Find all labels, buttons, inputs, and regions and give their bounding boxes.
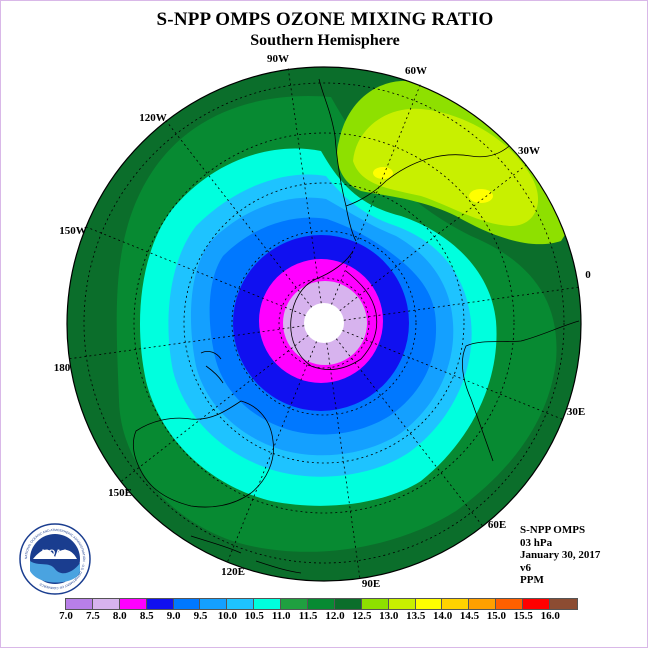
lat-circle-40	[83, 82, 565, 564]
lon-label-60w: 60W	[405, 65, 427, 77]
color-bar-cell	[254, 599, 282, 609]
color-bar-label: 14.0	[432, 610, 453, 622]
color-bar-label: 9.0	[166, 610, 181, 622]
color-bar-cell	[523, 599, 551, 609]
color-bar-cell	[334, 599, 362, 609]
pole-hole	[304, 303, 344, 343]
lat-circle-70	[231, 230, 417, 416]
color-bar-cell	[66, 599, 93, 609]
color-bar-label: 13.0	[379, 610, 399, 622]
info-level: 03 hPa	[520, 536, 553, 549]
australia-coast	[132, 400, 274, 508]
color-bar-label: 7.0	[59, 610, 73, 622]
lon-label-150w: 150W	[59, 225, 87, 237]
color-bar-cell	[469, 599, 497, 609]
color-bar-cell	[281, 599, 309, 609]
map-boundary	[66, 66, 582, 582]
color-bar-label: 9.5	[193, 610, 208, 622]
map-subtitle: Southern Hemisphere	[250, 32, 400, 49]
color-bar-label: 15.0	[486, 610, 507, 622]
info-instrument: S-NPP OMPS	[520, 524, 586, 536]
ozone-field	[67, 67, 581, 581]
color-bar-label: 15.5	[513, 610, 533, 622]
graticule	[69, 68, 579, 578]
lon-label-30w: 30W	[518, 145, 540, 157]
info-date: January 30, 2017	[520, 549, 601, 561]
lon-label-90w: 90W	[267, 53, 289, 65]
lon-label-120w: 120W	[139, 112, 167, 124]
islands-coast	[190, 535, 302, 574]
color-bar-cell	[550, 599, 577, 609]
color-bar-label: 16.0	[540, 610, 560, 622]
color-bar-cell	[200, 599, 228, 609]
color-bar-cell	[415, 599, 443, 609]
color-bar-label: 11.0	[271, 610, 291, 622]
lon-label-180: 180	[53, 362, 71, 374]
info-units: PPM	[520, 574, 544, 586]
antarctica-coast	[290, 250, 378, 370]
new-zealand-coast	[200, 351, 224, 384]
color-bar-cell	[308, 599, 335, 609]
color-bar-label: 12.5	[352, 610, 372, 622]
color-bar-label: 12.0	[325, 610, 345, 622]
color-bar-cell	[119, 599, 147, 609]
lon-label-150e: 150E	[108, 487, 132, 499]
info-block: S-NPP OMPS 03 hPa January 30, 2017 v6 PP…	[520, 524, 600, 587]
lon-label-90e: 90E	[361, 578, 381, 590]
lon-label-120e: 120E	[221, 566, 245, 578]
color-bar-cell	[146, 599, 174, 609]
color-bar-cell	[92, 599, 120, 609]
color-bar-label: 10.0	[217, 610, 238, 622]
lon-label-30e: 30E	[566, 406, 586, 418]
color-bar	[65, 598, 578, 610]
color-bar-cell	[388, 599, 416, 609]
color-bar-label: 8.5	[139, 610, 154, 622]
color-bar-label: 7.5	[86, 610, 100, 622]
info-version: v6	[520, 561, 531, 574]
noaa-logo-text: NOAA	[42, 548, 69, 558]
color-bar-label: 14.5	[459, 610, 480, 622]
lat-circle-80	[278, 277, 370, 369]
color-bar-label: 10.5	[244, 610, 264, 622]
map-title: S-NPP OMPS OZONE MIXING RATIO	[156, 9, 494, 30]
field-13-0-b	[469, 189, 493, 203]
color-bar-cell	[442, 599, 470, 609]
africa-coast	[461, 320, 580, 462]
color-bar-cell	[496, 599, 524, 609]
field-13-0-a	[373, 167, 393, 179]
color-bar-cell	[227, 599, 255, 609]
lat-circle-50	[133, 132, 515, 514]
lon-label-0: 0	[585, 269, 591, 281]
noaa-logo: NOAA NATIONAL OCEANIC AND ATMOSPHERIC AD…	[19, 523, 91, 595]
color-bar-label: 13.5	[406, 610, 426, 622]
lon-label-60e: 60E	[487, 519, 507, 531]
color-bar-label: 11.5	[298, 610, 318, 622]
lat-circle-60	[183, 182, 465, 464]
color-bar-label: 8.0	[112, 610, 127, 622]
color-bar-cell	[361, 599, 389, 609]
color-bar-cell	[173, 599, 201, 609]
